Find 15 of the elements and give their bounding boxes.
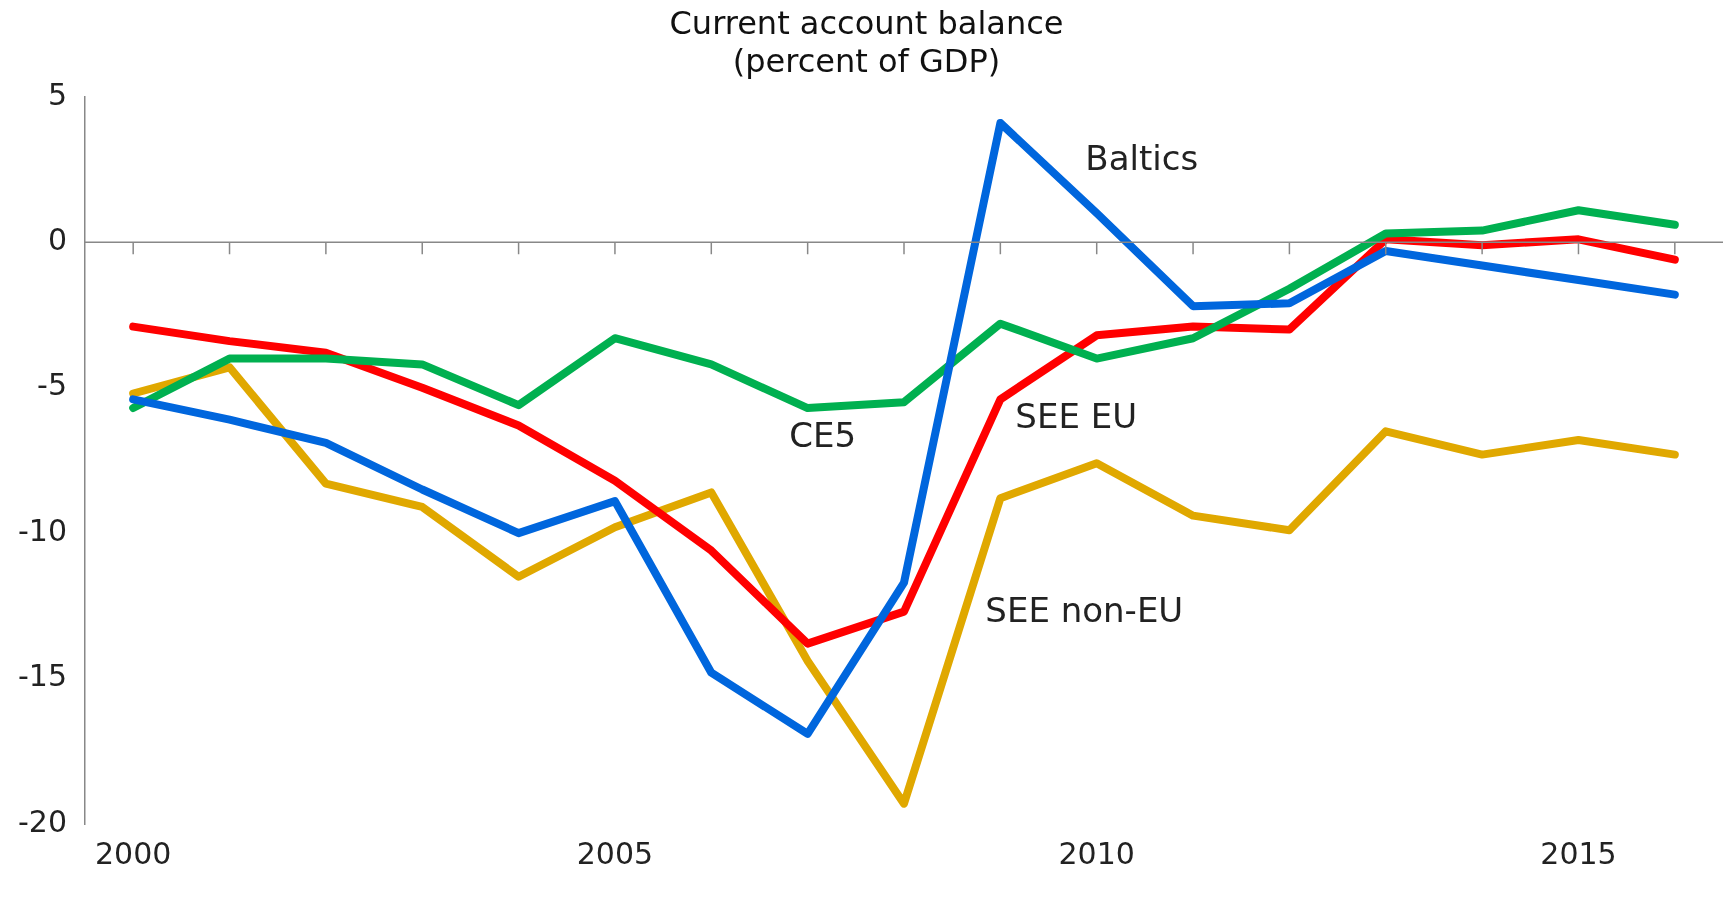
- y-tick-label: 0: [47, 222, 67, 258]
- chart-title: Current account balance (percent of GDP): [669, 3, 1064, 80]
- series-label: SEE non-EU: [985, 590, 1184, 631]
- x-tick-label: 2010: [1058, 835, 1135, 871]
- series-label: Baltics: [1085, 137, 1199, 178]
- y-tick-label: -10: [18, 512, 67, 548]
- y-tick-label: -20: [18, 803, 67, 839]
- x-tick-label: 2015: [1540, 835, 1617, 871]
- series-label: SEE EU: [1015, 396, 1138, 437]
- y-tick-label: -5: [37, 367, 67, 403]
- y-tick-label: 5: [47, 76, 67, 112]
- x-tick-label: 2000: [95, 835, 172, 871]
- x-tick-label: 2005: [576, 835, 654, 871]
- y-tick-label: -15: [18, 658, 67, 694]
- series-label: CE5: [789, 414, 857, 455]
